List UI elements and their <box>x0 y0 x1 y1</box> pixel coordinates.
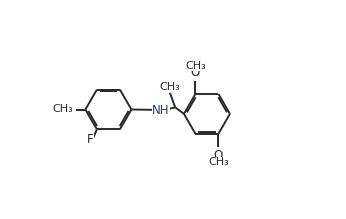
Text: CH₃: CH₃ <box>185 60 206 71</box>
Text: NH: NH <box>152 104 170 117</box>
Text: F: F <box>86 133 93 146</box>
Text: CH₃: CH₃ <box>208 157 229 167</box>
Text: CH₃: CH₃ <box>53 104 73 115</box>
Text: O: O <box>191 66 200 79</box>
Text: O: O <box>214 149 223 162</box>
Text: CH₃: CH₃ <box>160 82 180 92</box>
